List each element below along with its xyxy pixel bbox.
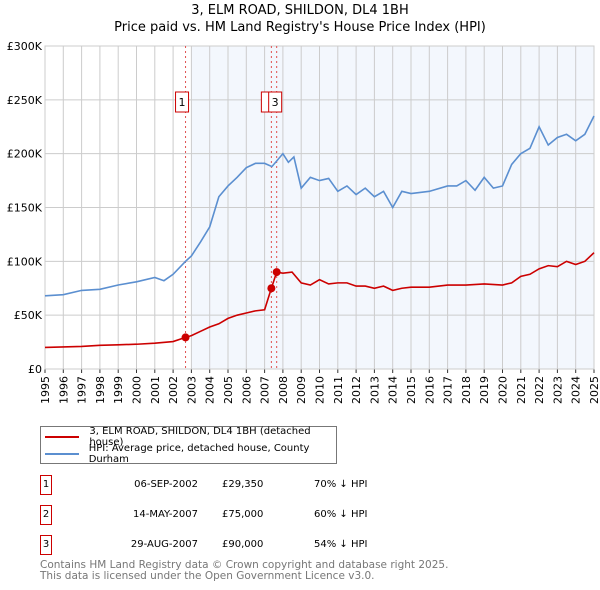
x-tick-label: 2016 bbox=[423, 376, 436, 404]
x-tick-label: 2009 bbox=[295, 376, 308, 404]
transaction-hpi-diff: 54% ↓ HPI bbox=[314, 539, 368, 550]
x-tick-label: 1997 bbox=[76, 376, 89, 404]
y-tick-label: £250K bbox=[7, 94, 43, 107]
x-tick-label: 2018 bbox=[460, 376, 473, 404]
transaction-price: £75,000 bbox=[222, 509, 264, 520]
sale-point bbox=[267, 284, 276, 293]
x-tick-label: 2017 bbox=[442, 376, 455, 404]
y-tick-label: £50K bbox=[14, 309, 43, 322]
x-tick-label: 2002 bbox=[167, 376, 180, 404]
x-tick-label: 1996 bbox=[57, 376, 70, 404]
legend-item-property: 3, ELM ROAD, SHILDON, DL4 1BH (detached … bbox=[45, 426, 336, 448]
chart-subtitle: Price paid vs. HM Land Registry's House … bbox=[114, 20, 486, 35]
x-tick-label: 2005 bbox=[222, 376, 235, 404]
x-tick-label: 2000 bbox=[131, 376, 144, 404]
x-tick-label: 2023 bbox=[551, 376, 564, 404]
x-tick-label: 1998 bbox=[94, 376, 107, 404]
price-chart: 1995 1996 1997 1998 1999 2000 2001 2002 2003 2004… bbox=[7, 40, 600, 404]
x-tick-label: 2011 bbox=[332, 376, 345, 404]
footer: Contains HM Land Registry data © Crown c… bbox=[40, 560, 448, 582]
legend-label: HPI: Average price, detached house, Coun… bbox=[88, 443, 310, 465]
transaction-hpi-diff: 70% ↓ HPI bbox=[314, 479, 368, 490]
series-line bbox=[44, 115, 595, 297]
transaction-date: 29-AUG-2007 bbox=[130, 539, 198, 550]
x-tick-label: 2006 bbox=[240, 376, 253, 404]
transaction-price: £29,350 bbox=[222, 479, 264, 490]
x-tick-label: 2024 bbox=[570, 376, 583, 404]
transaction-date: 06-SEP-2002 bbox=[134, 479, 198, 490]
transaction-number: 3 bbox=[40, 535, 52, 555]
plot-frame bbox=[44, 45, 595, 370]
x-tick-label: 2022 bbox=[533, 376, 546, 404]
x-tick-label: 2012 bbox=[350, 376, 363, 404]
footer-line-1: Contains HM Land Registry data © Crown c… bbox=[40, 559, 449, 571]
transaction-number: 1 bbox=[40, 475, 52, 495]
sale-label: 1 bbox=[179, 96, 186, 109]
x-tick-label: 2025 bbox=[588, 376, 600, 404]
x-tick-label: 2013 bbox=[368, 376, 381, 404]
x-tick-label: 1995 bbox=[39, 376, 52, 404]
x-tick-label: 2008 bbox=[277, 376, 290, 404]
x-tick-label: 2015 bbox=[405, 376, 418, 404]
transaction-date: 14-MAY-2007 bbox=[132, 509, 198, 520]
x-tick-label: 2001 bbox=[149, 376, 162, 404]
x-tick-label: 2010 bbox=[314, 376, 327, 404]
transaction-price: £90,000 bbox=[222, 539, 264, 550]
x-tick-label: 2003 bbox=[185, 376, 198, 404]
chart-title: 3, ELM ROAD, SHILDON, DL4 1BH bbox=[191, 3, 409, 18]
legend-item-hpi: HPI: Average price, detached house, Coun… bbox=[45, 443, 336, 465]
sale-label: 3 bbox=[272, 96, 279, 109]
sale-label-box bbox=[268, 91, 283, 113]
x-tick-label: 2007 bbox=[259, 376, 272, 404]
y-tick-label: £0 bbox=[28, 363, 42, 376]
legend-swatch-blue bbox=[45, 453, 79, 455]
footer-line-2: This data is licensed under the Open Gov… bbox=[40, 570, 375, 582]
y-tick-label: £200K bbox=[7, 148, 43, 161]
sale-point bbox=[181, 333, 190, 342]
x-tick-label: 2020 bbox=[497, 376, 510, 404]
legend-label: 3, ELM ROAD, SHILDON, DL4 1BH (detached … bbox=[89, 426, 311, 448]
x-tick-label: 2014 bbox=[387, 376, 400, 404]
x-tick-label: 2004 bbox=[204, 376, 217, 404]
y-tick-label: £300K bbox=[7, 40, 43, 53]
x-tick-label: 2019 bbox=[478, 376, 491, 404]
legend-swatch-red bbox=[45, 436, 80, 438]
x-tick-label: 2021 bbox=[515, 376, 528, 404]
y-tick-label: £150K bbox=[7, 202, 43, 215]
legend: 3, ELM ROAD, SHILDON, DL4 1BH (detached … bbox=[40, 426, 337, 465]
transaction-number: 2 bbox=[40, 505, 52, 525]
x-tick-label: 1999 bbox=[112, 376, 125, 404]
sale-point bbox=[272, 268, 281, 277]
sale-label-box bbox=[175, 91, 190, 113]
transaction-hpi-diff: 60% ↓ HPI bbox=[314, 509, 368, 520]
y-tick-label: £100K bbox=[7, 255, 43, 268]
